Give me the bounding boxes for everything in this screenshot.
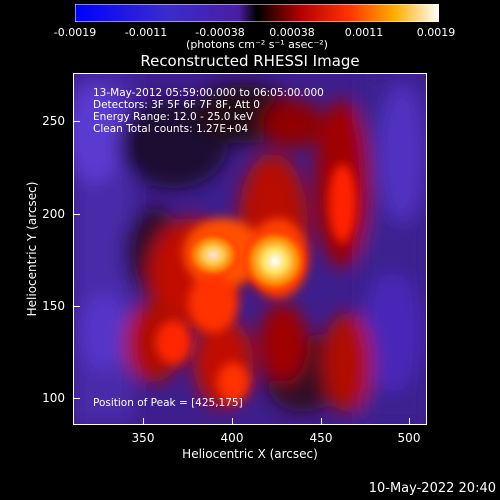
y-tick-mark — [73, 398, 80, 399]
heatmap-image — [74, 74, 426, 424]
y-tick-label: 100 — [42, 391, 65, 405]
colorbar-tick: 0.0011 — [344, 26, 384, 39]
info-peak-position: Position of Peak = [425,175] — [93, 397, 243, 409]
info-detectors: Detectors: 3F 5F 6F 7F 8F, Att 0 — [93, 99, 260, 111]
x-tick-label: 450 — [309, 431, 333, 445]
rhessi-image — [73, 73, 427, 425]
colorbar-units: (photons cm⁻² s⁻¹ asec⁻²) — [186, 38, 328, 51]
timestamp-footer: 10-May-2022 20:40 — [368, 481, 496, 496]
x-tick-label: 350 — [131, 431, 155, 445]
x-tick-mark — [409, 418, 410, 425]
info-time-range: 13-May-2012 05:59:00.000 to 06:05:00.000 — [93, 87, 324, 99]
y-tick-mark — [73, 306, 80, 307]
x-tick-mark — [143, 418, 144, 425]
x-tick-mark — [232, 418, 233, 425]
colorbar-tick: -0.00038 — [195, 26, 245, 39]
y-tick-label: 150 — [42, 299, 65, 313]
y-tick-mark — [73, 214, 80, 215]
info-energy-range: Energy Range: 12.0 - 25.0 keV — [93, 111, 254, 123]
colorbar-tick: 0.00038 — [269, 26, 315, 39]
x-tick-label: 400 — [220, 431, 244, 445]
colorbar — [75, 4, 439, 22]
colorbar-tick: -0.0011 — [124, 26, 168, 39]
colorbar-tick: -0.0019 — [53, 26, 97, 39]
y-tick-mark — [73, 121, 80, 122]
x-tick-label: 500 — [397, 431, 421, 445]
image-title: Reconstructed RHESSI Image — [140, 52, 360, 70]
y-tick-label: 250 — [42, 114, 65, 128]
y-tick-label: 200 — [42, 207, 65, 221]
x-axis-label: Heliocentric X (arcsec) — [182, 447, 318, 461]
colorbar-tick: 0.0019 — [416, 26, 456, 39]
info-counts: Clean Total counts: 1.27E+04 — [93, 123, 249, 135]
y-axis-label: Heliocentric Y (arcsec) — [25, 181, 39, 317]
x-tick-mark — [321, 418, 322, 425]
